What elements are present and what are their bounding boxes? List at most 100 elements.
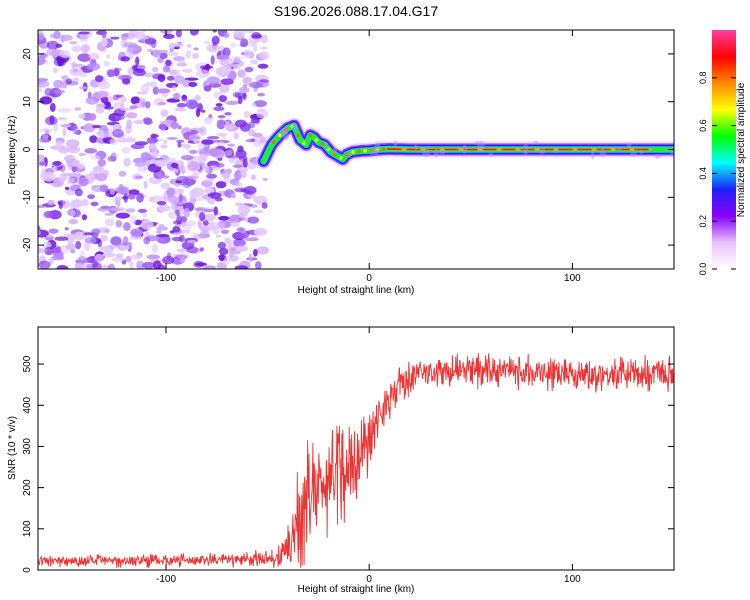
spectrogram-noise-blob: [230, 221, 240, 228]
snr-y-tick-label: 300: [22, 438, 33, 455]
spectrogram-noise-blob: [116, 197, 122, 201]
spectrogram-noise-blob: [188, 149, 198, 154]
spectrogram-noise-blob: [231, 193, 236, 199]
spectrogram-noise-blob: [173, 92, 181, 100]
spectrogram-noise-blob: [180, 216, 187, 223]
spectrogram-flare: [461, 145, 468, 154]
spectrogram-noise-blob: [220, 229, 229, 235]
spectrogram-noise-blob: [228, 255, 239, 262]
spectrogram-noise-blob: [189, 189, 199, 199]
spectrogram-noise-blob: [217, 115, 226, 119]
spectrogram-noise-blob: [259, 79, 270, 83]
spectrogram-noise-blob: [56, 265, 69, 269]
spectrogram-noise-blob: [121, 147, 130, 154]
spectrogram-noise-blob: [223, 32, 230, 38]
spectrogram-noise-blob: [70, 122, 75, 131]
spectrogram-noise-blob: [253, 100, 267, 108]
spectrogram-noise-blob: [85, 96, 99, 105]
spectrogram-trace-red: [387, 148, 652, 151]
spectrogram-noise-blob: [65, 139, 80, 148]
spectrogram-noise-blob: [163, 193, 169, 202]
snr-x-tick-label: 100: [564, 574, 581, 585]
spectrogram-noise-blob: [169, 42, 176, 49]
spectrogram-noise-blob: [239, 171, 247, 179]
spectrogram-noise-blob: [243, 76, 252, 86]
spectrogram-noise-blob: [243, 185, 257, 195]
spectrogram-noise-blob: [206, 173, 218, 179]
spectrogram-noise-blob: [201, 109, 206, 113]
spectrogram-x-tick-label: -100: [156, 273, 176, 284]
spectrogram-noise-blob: [185, 99, 199, 110]
spectrogram-noise-blob: [84, 148, 97, 154]
spectrogram-noise-blob: [160, 144, 168, 149]
spectrogram-noise-blob: [83, 123, 96, 133]
spectrogram-noise-blob: [100, 205, 110, 209]
spectrogram-noise-blob: [250, 117, 260, 124]
spectrogram-noise-blob: [38, 78, 49, 82]
spectrogram-noise-blob: [90, 155, 101, 160]
spectrogram-noise-blob: [103, 106, 114, 110]
spectrogram-flare: [477, 140, 485, 152]
spectrogram-noise-blob: [169, 230, 175, 234]
spectrogram-noise-blob: [125, 112, 138, 119]
spectrogram-noise-blob: [261, 202, 268, 209]
spectrogram-noise-blob: [227, 148, 234, 155]
spectrogram-noise-blob: [38, 80, 50, 88]
spectrogram-noise-blob: [101, 37, 108, 47]
spectrogram-noise-blob: [237, 182, 242, 187]
spectrogram-noise-blob: [52, 165, 58, 173]
spectrogram-flare: [290, 122, 298, 131]
spectrogram-noise-blob: [137, 208, 148, 213]
spectrogram-noise-blob: [92, 165, 104, 173]
spectrogram-noise-blob: [160, 109, 169, 117]
spectrogram-noise-blob: [130, 254, 142, 260]
spectrogram-noise-blob: [103, 60, 111, 67]
snr-x-axis-label: Height of straight line (km): [298, 584, 415, 595]
spectrogram-noise-blob: [185, 50, 192, 59]
spectrogram-noise-blob: [260, 76, 270, 80]
spectrogram-noise-blob: [168, 195, 180, 204]
spectrogram-noise-blob: [232, 63, 241, 70]
spectrogram-noise-blob: [146, 254, 160, 260]
spectrogram-noise-blob: [156, 226, 169, 231]
spectrogram-noise-blob: [71, 166, 78, 173]
spectrogram-noise-blob: [143, 236, 151, 245]
spectrogram-noise-blob: [204, 117, 213, 124]
spectrogram-noise-blob: [148, 143, 157, 152]
spectrogram-noise-blob: [233, 132, 240, 140]
spectrogram-noise-blob: [43, 128, 49, 132]
snr-series-line: [38, 353, 674, 569]
spectrogram-trace-peak: [339, 156, 343, 160]
spectrogram-noise-blob: [168, 51, 180, 57]
colorbar-tick-label: 0.8: [698, 72, 708, 85]
spectrogram-noise-blob: [141, 101, 146, 107]
spectrogram-noise-blob: [49, 115, 55, 125]
spectrogram-noise-blob: [244, 237, 259, 242]
spectrogram-noise-blob: [151, 243, 158, 254]
spectrogram-noise-blob: [206, 76, 220, 85]
spectrogram-noise-blob: [213, 106, 225, 111]
spectrogram-noise-blob: [255, 261, 262, 269]
spectrogram-noise-blob: [171, 168, 179, 173]
spectrogram-noise-blob: [178, 59, 186, 67]
spectrogram-noise-blob: [122, 236, 129, 246]
spectrogram-noise-blob: [225, 100, 239, 106]
spectrogram-noise-blob: [152, 86, 159, 95]
spectrogram-noise-blob: [120, 33, 129, 41]
spectrogram-noise-blob: [129, 105, 138, 110]
spectrogram-noise-blob: [146, 137, 158, 144]
spectrogram-noise-blob: [118, 170, 127, 177]
spectrogram-flare: [374, 142, 381, 152]
spectrogram-noise-blob: [70, 199, 83, 208]
spectrogram-noise-blob: [72, 78, 79, 82]
spectrogram-noise-blob: [137, 64, 146, 70]
spectrogram-noise-blob: [60, 200, 71, 209]
spectrogram-noise-blob: [123, 222, 131, 231]
spectrogram-noise-blob: [235, 245, 248, 251]
spectrogram-noise-blob: [150, 257, 155, 263]
spectrogram-noise-blob: [251, 102, 256, 107]
spectrogram-noise-blob: [115, 212, 130, 219]
snr-y-tick-label: 100: [22, 520, 33, 537]
spectrogram-noise-blob: [156, 230, 162, 234]
snr-y-tick-label: 500: [22, 355, 33, 372]
